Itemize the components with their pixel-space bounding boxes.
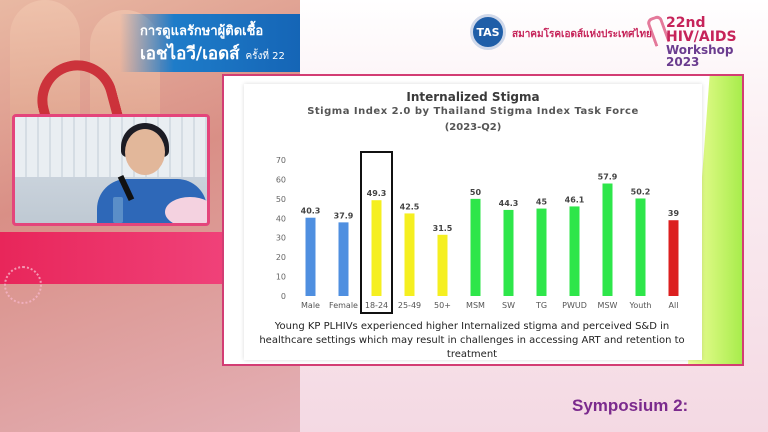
data-label: 45 xyxy=(536,198,548,207)
x-tick-label: 18-24 xyxy=(365,301,388,310)
workshop-logo: 22nd HIV/AIDS Workshop 2023 xyxy=(646,16,768,68)
event-title-line2: เอชไอวี/เอดส์ ครั้งที่ 22 xyxy=(140,40,285,67)
x-tick-label: MSW xyxy=(598,301,618,310)
bar-chart: 0 10 20 30 40 50 60 70 40.3 Male 37.9 Female 49.3 18-… xyxy=(276,151,680,314)
x-tick-label: Female xyxy=(329,301,358,310)
x-tick-label: MSM xyxy=(466,301,485,310)
workshop-logo-line1: 22nd HIV/AIDS xyxy=(666,15,737,45)
bar xyxy=(536,208,547,296)
chart-title: Internalized Stigma xyxy=(406,90,540,104)
tas-logo: TAS xyxy=(470,14,506,50)
data-label: 46.1 xyxy=(565,195,585,204)
y-tick-label: 70 xyxy=(276,156,286,165)
water-bottle xyxy=(113,197,123,223)
data-label: 49.3 xyxy=(367,189,387,198)
data-label: 50 xyxy=(470,188,482,197)
event-title-line1: การดูแลรักษาผู้ติดเชื้อ xyxy=(140,24,264,39)
bar xyxy=(569,206,580,296)
chart-period: (2023-Q2) xyxy=(444,122,502,133)
y-tick-label: 50 xyxy=(276,195,286,204)
x-tick-label: TG xyxy=(535,301,547,310)
window-blinds xyxy=(15,117,207,177)
y-tick-label: 0 xyxy=(281,292,286,301)
bar xyxy=(602,183,613,296)
tas-org-name: สมาคมโรคเอดส์แห่งประเทศไทย xyxy=(512,29,652,40)
bar xyxy=(503,209,514,296)
y-tick-label: 40 xyxy=(276,214,286,223)
bar xyxy=(668,220,679,296)
highlight-box xyxy=(360,151,393,314)
data-label: 50.2 xyxy=(631,187,651,196)
data-label: 31.5 xyxy=(433,224,453,233)
y-tick-label: 20 xyxy=(276,253,286,262)
data-label: 42.5 xyxy=(400,202,420,211)
slide-caption: Young KP PLHIVs experienced higher Inter… xyxy=(259,321,685,360)
bar xyxy=(437,234,448,296)
presentation-slide: Internalized Stigma Stigma Index 2.0 by … xyxy=(222,74,744,366)
data-label: 57.9 xyxy=(598,173,618,182)
x-tick-label: SW xyxy=(502,301,515,310)
flowers xyxy=(165,197,207,223)
event-title-box xyxy=(120,14,300,72)
x-tick-label: PWUD xyxy=(562,301,587,310)
speaker-head xyxy=(125,129,165,175)
bar xyxy=(305,217,316,296)
x-tick-label: Male xyxy=(301,301,320,310)
bar xyxy=(338,222,349,296)
y-tick-label: 60 xyxy=(276,175,286,184)
y-tick-label: 10 xyxy=(276,273,286,282)
x-tick-label: All xyxy=(669,301,679,310)
data-label: 44.3 xyxy=(499,199,519,208)
data-label: 39 xyxy=(668,209,680,218)
x-tick-label: Youth xyxy=(629,301,652,310)
bar xyxy=(371,200,382,296)
flower-decoration-icon xyxy=(4,266,42,304)
workshop-logo-line2: Workshop 2023 xyxy=(666,43,734,69)
data-label: 40.3 xyxy=(301,207,321,216)
bar xyxy=(404,213,415,296)
chart-subtitle: Stigma Index 2.0 by Thailand Stigma Inde… xyxy=(307,106,639,117)
event-title-suffix: ครั้งที่ 22 xyxy=(245,51,285,62)
bar xyxy=(635,198,646,296)
symposium-label: Symposium 2: xyxy=(572,396,689,415)
bar xyxy=(470,198,481,296)
event-title-main: เอชไอวี/เอดส์ xyxy=(140,44,240,64)
y-tick-label: 30 xyxy=(276,234,286,243)
x-tick-label: 50+ xyxy=(434,301,451,310)
slide-content: Internalized Stigma Stigma Index 2.0 by … xyxy=(244,84,702,360)
data-label: 37.9 xyxy=(334,211,354,220)
x-tick-label: 25-49 xyxy=(398,301,421,310)
speaker-video xyxy=(12,114,210,226)
